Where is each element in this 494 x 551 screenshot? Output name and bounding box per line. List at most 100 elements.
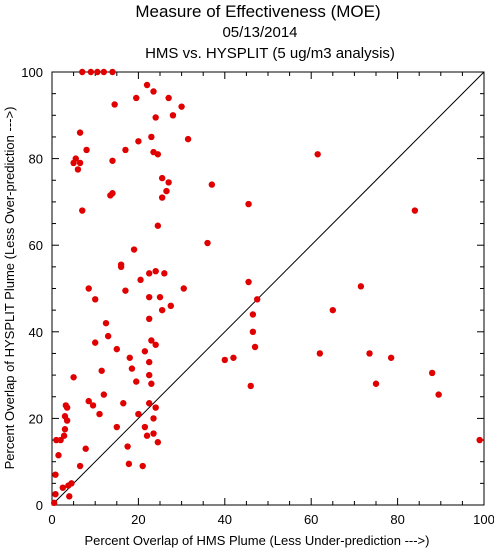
data-point [152,267,159,275]
data-point [143,432,151,439]
data-point [154,151,162,158]
data-point [92,296,99,303]
x-axis-label: Percent Overlap of HMS Plume (Less Under… [85,533,430,548]
y-tick-label: 100 [21,65,43,80]
data-point [100,68,108,76]
data-point [63,417,71,424]
data-point [124,443,131,450]
data-point [251,343,259,351]
data-point [130,246,138,253]
data-point [85,397,92,405]
data-point [117,261,125,268]
x-tick-label: 80 [390,512,404,527]
data-point [372,380,380,387]
data-point [139,462,146,470]
data-point [204,239,211,247]
data-point [161,270,168,277]
data-point [146,400,153,407]
data-point [366,350,373,357]
data-point [249,311,257,318]
data-point [79,207,86,214]
data-point [158,306,166,314]
data-point [50,499,58,507]
y-axis-label: Percent Overlap of HYSPLIT Plume (Less O… [2,107,17,470]
data-point [141,423,149,431]
data-point [146,270,153,277]
data-point [55,452,62,459]
data-point [316,350,324,357]
data-point [63,404,71,411]
data-point [122,287,129,294]
chart-date: 05/13/2014 [222,24,297,41]
data-point [135,138,142,145]
data-point [141,348,149,355]
data-point [146,358,153,366]
data-point [72,155,79,162]
data-point [146,371,153,379]
data-point [387,354,395,361]
data-point [74,166,82,173]
data-point [133,94,140,102]
data-point [221,356,228,364]
data-point [133,378,140,385]
data-point [102,319,110,327]
y-tick-label: 60 [29,238,43,253]
data-point [120,400,127,407]
data-point [230,354,237,361]
data-point [76,129,84,136]
data-point [150,430,157,437]
data-point [61,426,69,433]
data-point [314,151,321,158]
data-point [98,367,105,374]
x-tick-label: 40 [218,512,232,527]
data-point [150,88,157,95]
data-point [76,462,84,470]
data-point [148,337,155,344]
data-point [125,460,133,468]
y-tick-label: 20 [29,411,43,426]
data-point [66,493,73,500]
data-point [109,190,116,197]
data-point [82,445,89,452]
data-point [83,146,90,154]
chart-subtitle: HMS vs. HYSPLIT (5 ug/m3 analysis) [145,45,395,62]
data-point [152,114,159,121]
data-point [85,285,92,292]
data-point [148,380,155,387]
data-point [428,369,436,377]
data-point [357,283,365,290]
data-point [146,315,153,323]
data-point [126,354,133,361]
data-point [89,402,97,409]
data-point [79,68,86,76]
data-point [184,135,192,143]
data-point [128,365,136,372]
data-point [96,410,103,418]
y-tick-label: 0 [36,498,43,513]
data-point [154,439,162,446]
data-point [70,374,77,381]
x-tick-label: 0 [48,512,55,527]
data-point [167,302,174,310]
x-tick-label: 20 [131,512,145,527]
data-point [158,174,166,182]
data-point [435,391,442,398]
data-point [113,423,121,431]
data-point [100,391,108,398]
y-tick-label: 80 [29,152,43,167]
data-point [245,278,252,286]
data-point [247,382,254,390]
data-point [411,207,419,214]
data-point [208,181,216,188]
data-point [68,480,75,487]
data-point [60,432,68,439]
data-point [148,133,155,141]
data-point [52,490,59,498]
data-point [76,159,84,167]
data-point [249,328,257,335]
chart-title: Measure of Effectiveness (MOE) [135,2,380,21]
data-point [329,306,336,314]
data-point [165,94,172,102]
data-point [135,410,142,418]
